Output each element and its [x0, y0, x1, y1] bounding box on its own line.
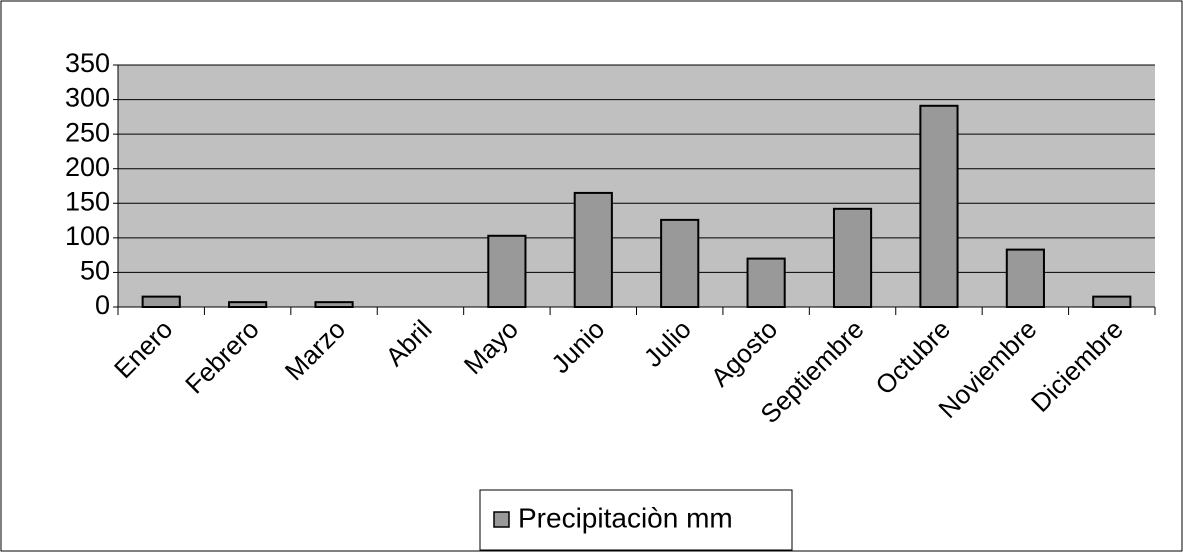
y-tick-label: 100	[65, 221, 110, 251]
y-tick-label: 250	[65, 117, 110, 147]
y-tick-label: 350	[65, 48, 110, 78]
legend-marker	[493, 511, 510, 528]
bar	[314, 301, 354, 309]
legend-label: Precipitaciòn mm	[518, 502, 733, 533]
bar	[660, 218, 700, 309]
y-tick-label: 50	[80, 256, 110, 286]
plot-area	[118, 65, 1155, 307]
bar	[1005, 248, 1045, 309]
bar	[1092, 295, 1132, 308]
y-tick-label: 300	[65, 83, 110, 113]
bar	[487, 234, 527, 308]
bar	[141, 295, 181, 308]
bar	[573, 191, 613, 309]
bar	[832, 207, 873, 308]
y-tick-label: 150	[65, 186, 110, 216]
bar	[746, 257, 786, 309]
y-tick-label: 200	[65, 152, 110, 182]
bar	[228, 301, 268, 309]
bar	[919, 104, 959, 309]
legend-box	[479, 489, 793, 551]
y-tick-label: 0	[95, 290, 110, 320]
